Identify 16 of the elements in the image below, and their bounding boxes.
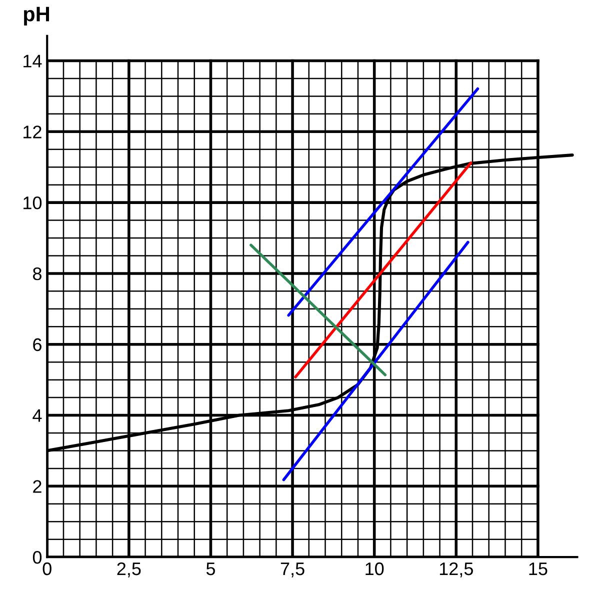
x-tick-label: 0 bbox=[42, 562, 52, 576]
y-tick-label: 4 bbox=[32, 409, 42, 422]
x-tick-label: 12,5 bbox=[440, 562, 473, 578]
y-tick-label: 10 bbox=[24, 196, 42, 210]
y-axis-title: pH bbox=[24, 6, 49, 26]
y-tick-label: 2 bbox=[33, 480, 42, 493]
y-tick-label: 12 bbox=[24, 126, 42, 138]
y-tick-label: 6 bbox=[33, 338, 42, 352]
x-tick-label: 2,5 bbox=[117, 562, 141, 578]
x-tick-label: 10 bbox=[366, 562, 384, 576]
y-tick-label: 8 bbox=[33, 267, 42, 280]
y-tick-label: 0 bbox=[32, 551, 42, 564]
x-tick-label: 15 bbox=[529, 562, 548, 576]
y-tick-label: 14 bbox=[24, 54, 42, 68]
x-tick-label: 7,5 bbox=[280, 562, 304, 578]
x-tick-label: 5 bbox=[206, 562, 215, 576]
